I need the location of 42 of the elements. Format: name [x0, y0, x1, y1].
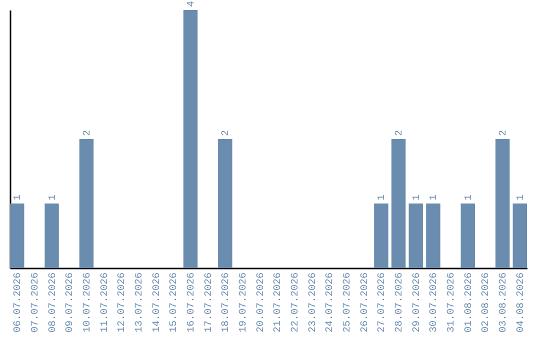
x-tick-label: 24.07.2026 — [325, 272, 336, 333]
x-tick-label: 06.07.2026 — [13, 272, 24, 333]
data-label: 1 — [412, 194, 423, 200]
x-tick-label: 04.08.2026 — [516, 272, 527, 333]
x-tick-label: 26.07.2026 — [360, 272, 371, 333]
x-tick-label: 12.07.2026 — [117, 272, 128, 333]
x-tick-label: 22.07.2026 — [290, 272, 302, 333]
x-tick-label: 20.07.2026 — [256, 272, 267, 333]
data-label: 1 — [464, 194, 475, 200]
x-tick-label: 29.07.2026 — [412, 272, 423, 333]
data-label: 2 — [221, 130, 232, 136]
x-tick-label: 18.07.2026 — [221, 272, 232, 333]
x-tick-label: 28.07.2026 — [394, 272, 406, 333]
x-tick-label: 03.08.2026 — [498, 272, 510, 333]
x-tick-label: 09.07.2026 — [65, 272, 76, 333]
data-label: 1 — [429, 194, 440, 200]
x-tick-label: 08.07.2026 — [48, 272, 59, 333]
x-tick-label: 31.07.2026 — [446, 272, 458, 333]
x-tick-label: 17.07.2026 — [204, 272, 215, 333]
x-tick-label: 21.07.2026 — [273, 272, 284, 333]
x-tick-label: 23.07.2026 — [308, 272, 319, 333]
x-tick-label: 07.07.2026 — [30, 272, 42, 333]
x-tick-label: 10.07.2026 — [82, 272, 94, 333]
x-tick-label: 25.07.2026 — [342, 272, 354, 333]
x-tick-label: 14.07.2026 — [152, 272, 163, 333]
data-label: 2 — [498, 130, 510, 136]
x-tick-label: 16.07.2026 — [186, 272, 198, 333]
data-label: 1 — [13, 194, 24, 200]
x-tick-label: 19.07.2026 — [238, 272, 250, 333]
x-tick-label: 01.08.2026 — [464, 272, 475, 333]
x-tick-label: 11.07.2026 — [100, 272, 111, 333]
x-tick-label: 15.07.2026 — [169, 272, 180, 333]
x-tick-label: 02.08.2026 — [481, 272, 492, 333]
data-label: 2 — [394, 130, 406, 136]
data-label: 4 — [186, 0, 198, 7]
data-label: 1 — [48, 194, 59, 200]
x-tick-label: 27.07.2026 — [377, 272, 388, 333]
data-label: 1 — [377, 194, 388, 200]
data-label: 2 — [82, 130, 94, 136]
x-tick-label: 13.07.2026 — [134, 272, 146, 333]
data-label: 1 — [516, 194, 527, 200]
x-tick-label: 30.07.2026 — [429, 272, 440, 333]
